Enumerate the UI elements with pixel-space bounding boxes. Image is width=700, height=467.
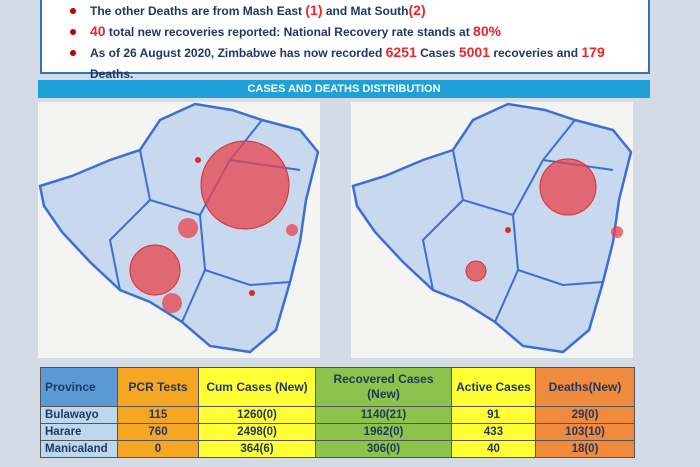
data-cell: 29(0) — [535, 406, 635, 424]
data-cell: 40 — [451, 440, 536, 458]
map-right — [351, 102, 633, 358]
data-cell: Bulawayo — [40, 406, 118, 424]
header-cell: Province — [40, 367, 118, 407]
data-cell: 115 — [117, 406, 199, 424]
province-borders — [108, 119, 301, 323]
bullet-text: (2) — [408, 2, 426, 18]
case-bubble — [162, 293, 182, 313]
data-cell: 2498(0) — [198, 423, 316, 441]
province-table: Province PCR Tests Cum Cases (New) Recovere… — [40, 367, 635, 458]
case-bubble — [249, 290, 255, 296]
header-row: Province PCR Tests Cum Cases (New) Recovere… — [40, 367, 635, 407]
data-cell: 433 — [451, 423, 536, 441]
case-bubble — [200, 140, 290, 230]
bullet-text: Deaths. — [90, 67, 134, 81]
death-bubble — [465, 260, 487, 282]
case-bubble — [195, 157, 201, 163]
bullet-text: 6251 — [385, 44, 417, 60]
data-row: Manicaland 0 364(6) 306(0) 40 18(0) — [40, 440, 635, 458]
data-cell: 1140(21) — [315, 406, 452, 424]
case-bubble — [286, 224, 298, 236]
data-cell: 364(6) — [198, 440, 316, 458]
header-cell: Recovered Cases (New) — [315, 367, 452, 407]
data-cell: Harare — [40, 423, 118, 441]
bullet: As of 26 August 2020, Zimbabwe has now r… — [70, 42, 630, 85]
data-row: Bulawayo 115 1260(0) 1140(21) 91 29(0) — [40, 406, 635, 424]
bullet-text: (1) — [305, 2, 323, 18]
province-borders — [421, 119, 614, 323]
bullet-text: The other Deaths are from Mash East — [90, 4, 306, 18]
data-cell: 1962(0) — [315, 423, 452, 441]
header-cell: Cum Cases (New) — [198, 367, 316, 407]
data-cell: 103(10) — [535, 423, 635, 441]
bullet: The other Deaths are from Mash East (1) … — [70, 0, 630, 22]
bullet-text: 179 — [581, 44, 605, 60]
header-cell: PCR Tests — [117, 367, 199, 407]
bullet-text: Cases — [416, 46, 459, 60]
bullet-text: 40 — [90, 23, 106, 39]
data-cell: 18(0) — [535, 440, 635, 458]
data-cell: 91 — [451, 406, 536, 424]
death-bubble — [611, 226, 623, 238]
bullet-text: 80% — [473, 23, 502, 39]
bullet-text: and Mat South — [322, 4, 409, 18]
bullet-text: total new recoveries reported: National … — [105, 25, 474, 39]
data-cell: 306(0) — [315, 440, 452, 458]
case-bubble — [178, 218, 198, 238]
bullet: 40 total new recoveries reported: Nation… — [70, 21, 630, 43]
header-cell: Deaths(New) — [535, 367, 635, 407]
bullet-text: recoveries and — [489, 46, 582, 60]
death-bubble — [539, 158, 597, 216]
death-bubble — [505, 227, 511, 233]
bullet-text: 5001 — [458, 44, 490, 60]
header-cell: Active Cases — [451, 367, 536, 407]
data-cell: Manicaland — [40, 440, 118, 458]
data-row: Harare 760 2498(0) 1962(0) 433 103(10) — [40, 423, 635, 441]
summary-panel: The other Deaths are from Mash East (1) … — [40, 0, 650, 81]
map-left — [38, 102, 320, 358]
section-banner: CASES AND DEATHS DISTRIBUTION — [38, 80, 650, 98]
data-cell: 0 — [117, 440, 199, 458]
bullet-text: As of 26 August 2020, Zimbabwe has now r… — [90, 46, 386, 60]
data-cell: 760 — [117, 423, 199, 441]
data-cell: 1260(0) — [198, 406, 316, 424]
case-bubble — [129, 244, 181, 296]
